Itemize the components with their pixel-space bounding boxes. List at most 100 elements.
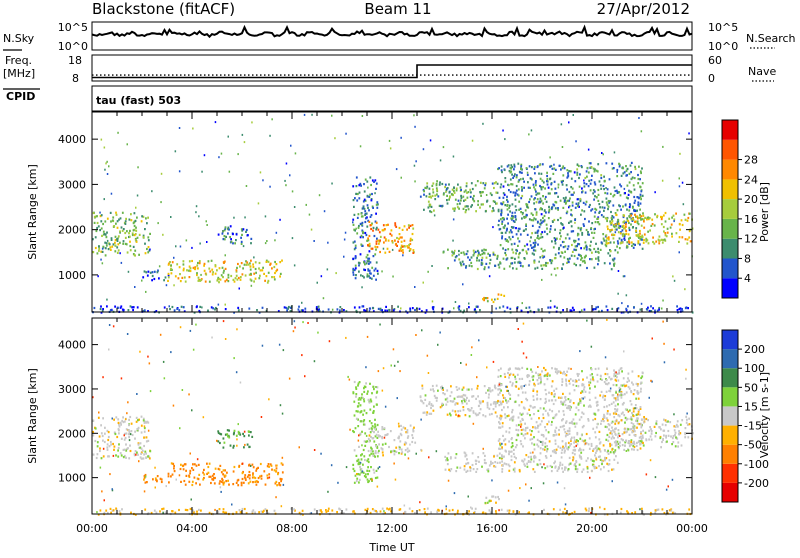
heatmap-cell bbox=[563, 447, 565, 449]
heatmap-cell bbox=[611, 422, 613, 424]
heatmap-cell bbox=[123, 240, 125, 242]
heatmap-cell bbox=[572, 456, 574, 458]
heatmap-cell bbox=[606, 305, 608, 307]
heatmap-cell bbox=[576, 172, 578, 174]
heatmap-cell bbox=[501, 443, 503, 445]
heatmap-cell bbox=[367, 204, 369, 206]
heatmap-cell bbox=[540, 198, 542, 200]
heatmap-cell bbox=[446, 397, 448, 399]
heatmap-cell bbox=[100, 467, 102, 469]
heatmap-cell bbox=[317, 282, 319, 284]
heatmap-cell bbox=[457, 203, 459, 205]
heatmap-cell bbox=[646, 239, 648, 241]
heatmap-cell bbox=[659, 426, 661, 428]
heatmap-cell bbox=[515, 457, 517, 459]
heatmap-cell bbox=[484, 266, 486, 268]
heatmap-cell bbox=[241, 234, 243, 236]
heatmap-cell bbox=[249, 471, 251, 473]
heatmap-cell bbox=[662, 439, 664, 441]
heatmap-cell bbox=[508, 440, 510, 442]
heatmap-cell bbox=[551, 421, 553, 423]
heatmap-cell bbox=[534, 406, 536, 408]
heatmap-cell bbox=[589, 437, 591, 439]
heatmap-cell bbox=[424, 508, 426, 510]
heatmap-cell bbox=[180, 464, 182, 466]
heatmap-cell bbox=[598, 456, 600, 458]
heatmap-cell bbox=[545, 369, 547, 371]
heatmap-cell bbox=[386, 224, 388, 226]
heatmap-cell bbox=[419, 501, 421, 503]
heatmap-cell bbox=[479, 207, 481, 209]
heatmap-cell bbox=[500, 244, 502, 246]
heatmap-cell bbox=[244, 141, 246, 143]
heatmap-cell bbox=[600, 423, 602, 425]
heatmap-cell bbox=[518, 228, 520, 230]
heatmap-cell bbox=[430, 511, 432, 513]
heatmap-cell bbox=[129, 230, 131, 232]
heatmap-cell bbox=[534, 166, 536, 168]
heatmap-cell bbox=[367, 244, 369, 246]
heatmap-cell bbox=[141, 280, 143, 282]
heatmap-cell bbox=[622, 403, 624, 405]
heatmap-cell bbox=[458, 305, 460, 307]
heatmap-cell bbox=[522, 249, 524, 251]
heatmap-cell bbox=[355, 245, 357, 247]
heatmap-cell bbox=[569, 401, 571, 403]
heatmap-cell bbox=[159, 265, 161, 267]
heatmap-cell bbox=[555, 188, 557, 190]
heatmap-cell bbox=[432, 385, 434, 387]
heatmap-cell bbox=[588, 381, 590, 383]
heatmap-cell bbox=[537, 267, 539, 269]
heatmap-cell bbox=[172, 474, 174, 476]
heatmap-cell bbox=[448, 452, 450, 454]
heatmap-cell bbox=[384, 434, 386, 436]
heatmap-cell bbox=[430, 139, 432, 141]
heatmap-cell bbox=[196, 306, 198, 308]
heatmap-cell bbox=[258, 267, 260, 269]
heatmap-cell bbox=[453, 186, 455, 188]
heatmap-cell bbox=[280, 480, 282, 482]
heatmap-cell bbox=[379, 324, 381, 326]
heatmap-cell bbox=[222, 233, 224, 235]
heatmap-cell bbox=[144, 431, 146, 433]
heatmap-cell bbox=[624, 239, 626, 241]
heatmap-cell bbox=[637, 201, 639, 203]
heatmap-cell bbox=[496, 258, 498, 260]
heatmap-cell bbox=[367, 390, 369, 392]
heatmap-cell bbox=[590, 209, 592, 211]
heatmap-cell bbox=[655, 241, 657, 243]
heatmap-cell bbox=[508, 470, 510, 472]
heatmap-cell bbox=[356, 480, 358, 482]
heatmap-cell bbox=[147, 455, 149, 457]
heatmap-cell bbox=[546, 224, 548, 226]
heatmap-cell bbox=[145, 476, 147, 478]
heatmap-cell bbox=[509, 210, 511, 212]
heatmap-cell bbox=[233, 470, 235, 472]
heatmap-cell bbox=[555, 201, 557, 203]
heatmap-cell bbox=[540, 463, 542, 465]
heatmap-cell bbox=[98, 417, 100, 419]
heatmap-cell bbox=[554, 434, 556, 436]
heatmap-cell bbox=[186, 269, 188, 271]
heatmap-cell bbox=[561, 181, 563, 183]
heatmap-cell bbox=[623, 227, 625, 229]
heatmap-cell bbox=[481, 203, 483, 205]
heatmap-cell bbox=[633, 210, 635, 212]
heatmap-cell bbox=[569, 197, 571, 199]
heatmap-cell bbox=[509, 419, 511, 421]
heatmap-cell bbox=[607, 192, 609, 194]
heatmap-cell bbox=[113, 325, 115, 327]
heatmap-cell bbox=[634, 389, 636, 391]
heatmap-cell bbox=[580, 452, 582, 454]
heatmap-cell bbox=[529, 306, 531, 308]
heatmap-cell bbox=[555, 443, 557, 445]
heatmap-cell bbox=[232, 483, 234, 485]
heatmap-cell bbox=[588, 384, 590, 386]
heatmap-cell bbox=[366, 275, 368, 277]
heatmap-cell bbox=[650, 380, 652, 382]
heatmap-cell bbox=[370, 216, 372, 218]
heatmap-cell bbox=[179, 474, 181, 476]
heatmap-cell bbox=[307, 322, 309, 324]
heatmap-cell bbox=[104, 198, 106, 200]
heatmap-cell bbox=[464, 465, 466, 467]
